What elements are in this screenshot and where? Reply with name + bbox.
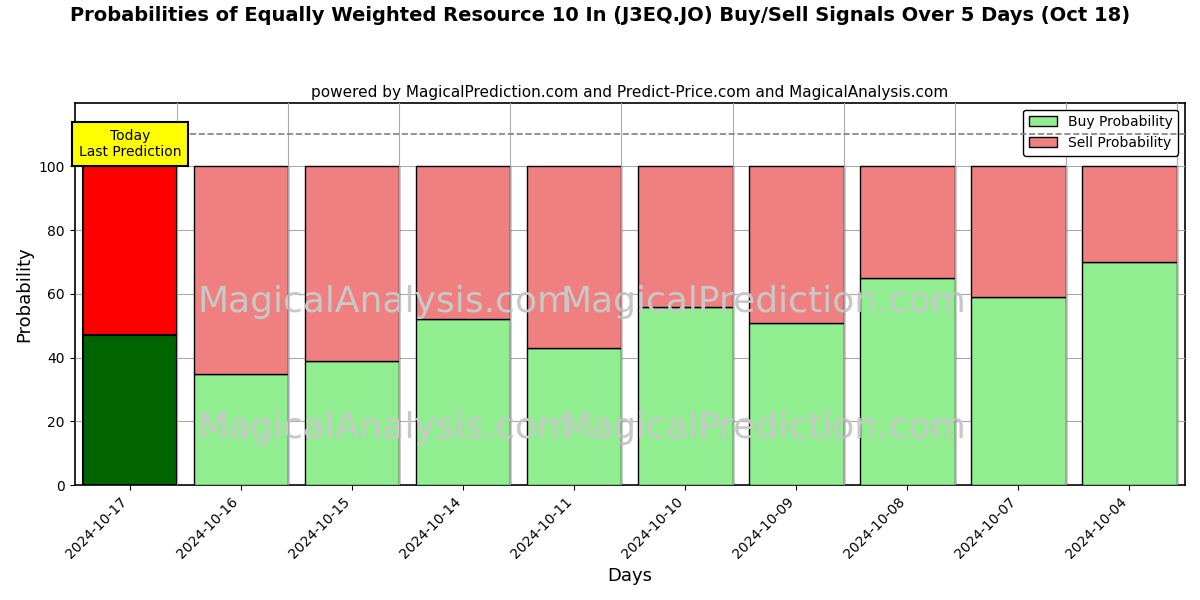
Bar <box>638 166 732 307</box>
Bar <box>83 335 178 485</box>
X-axis label: Days: Days <box>607 567 653 585</box>
Bar <box>527 348 622 485</box>
Bar <box>971 166 1066 297</box>
Text: MagicalPrediction.com: MagicalPrediction.com <box>560 411 966 445</box>
Text: Probabilities of Equally Weighted Resource 10 In (J3EQ.JO) Buy/Sell Signals Over: Probabilities of Equally Weighted Resour… <box>70 6 1130 25</box>
Bar <box>527 166 622 348</box>
Legend: Buy Probability, Sell Probability: Buy Probability, Sell Probability <box>1024 110 1178 155</box>
Bar <box>416 166 510 319</box>
Text: Today
Last Prediction: Today Last Prediction <box>79 129 181 159</box>
Bar <box>860 166 955 278</box>
Y-axis label: Probability: Probability <box>16 246 34 342</box>
Bar <box>305 166 400 361</box>
Bar <box>416 319 510 485</box>
Text: MagicalAnalysis.com: MagicalAnalysis.com <box>198 284 574 319</box>
Title: powered by MagicalPrediction.com and Predict-Price.com and MagicalAnalysis.com: powered by MagicalPrediction.com and Pre… <box>311 85 948 100</box>
Bar <box>194 166 288 374</box>
Text: MagicalAnalysis.com: MagicalAnalysis.com <box>198 411 574 445</box>
Bar <box>1082 262 1177 485</box>
Text: MagicalPrediction.com: MagicalPrediction.com <box>560 284 966 319</box>
Bar <box>749 323 844 485</box>
Bar <box>305 361 400 485</box>
Bar <box>860 278 955 485</box>
Bar <box>638 307 732 485</box>
Bar <box>83 166 178 335</box>
Bar <box>749 166 844 323</box>
Bar <box>194 374 288 485</box>
Bar <box>1082 166 1177 262</box>
Bar <box>971 297 1066 485</box>
